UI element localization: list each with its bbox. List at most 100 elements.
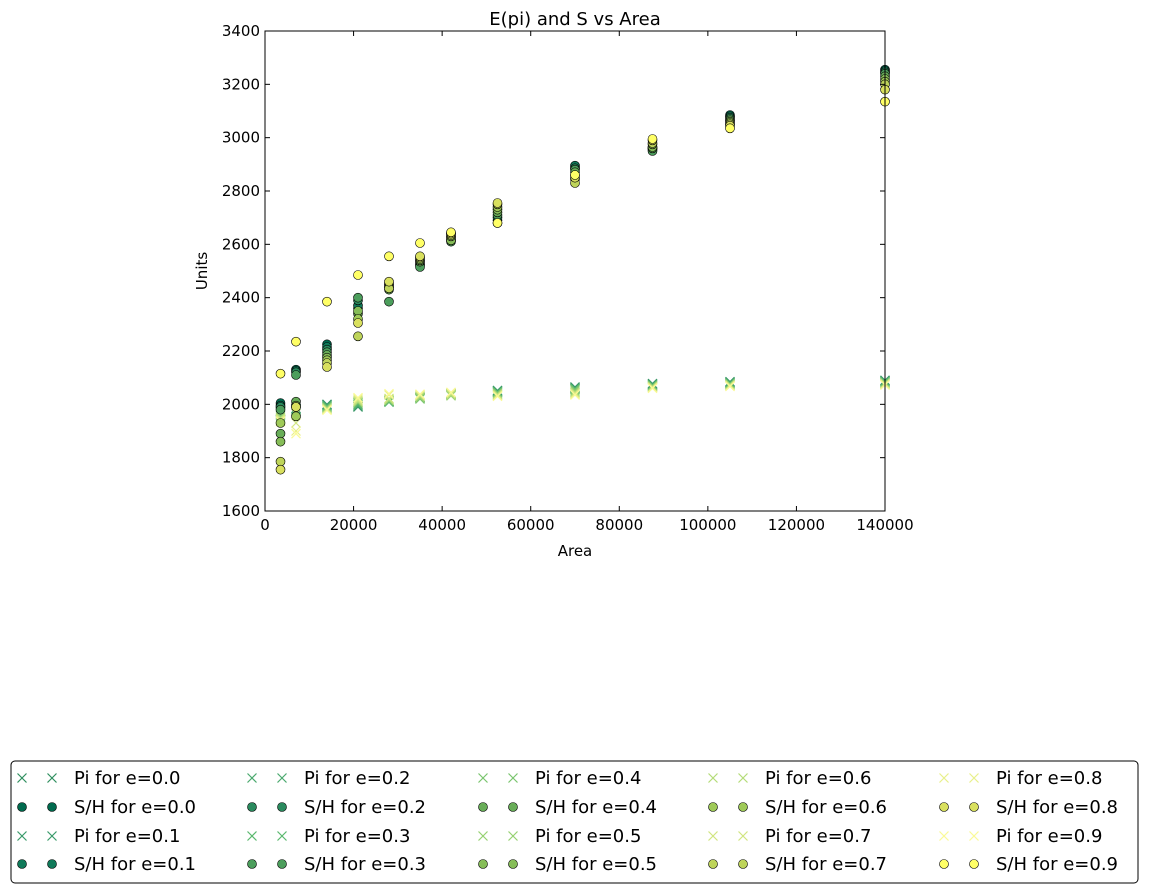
legend-marker-x — [939, 773, 949, 783]
series-5 — [275, 67, 890, 412]
legend-marker-x — [478, 773, 488, 783]
sh-data-point — [353, 306, 363, 316]
y-tick-label: 3200 — [222, 75, 260, 93]
y-tick-label: 2000 — [222, 395, 260, 413]
pi-data-point — [415, 394, 425, 404]
pi-data-point — [647, 383, 658, 394]
pi-data-point — [446, 387, 456, 398]
x-tick-label: 100000 — [679, 516, 736, 534]
legend-label: S/H for e=0.1 — [74, 854, 196, 875]
legend-label: Pi for e=0.1 — [74, 826, 180, 847]
legend-marker-o — [939, 802, 949, 812]
legend-marker-x — [277, 831, 287, 841]
x-tick-label: 0 — [260, 516, 270, 534]
sh-data-point — [275, 368, 286, 379]
legend-marker-o — [738, 802, 748, 812]
legend-item: Pi for e=0.8 — [939, 768, 1102, 789]
sh-data-point — [322, 362, 332, 372]
x-tick-label: 60000 — [507, 516, 555, 534]
legend-marker-x — [478, 831, 488, 841]
y-tick-label: 2200 — [222, 342, 260, 360]
legend-marker-x — [47, 773, 57, 783]
series-6 — [275, 377, 890, 420]
legend-item: S/H for e=0.9 — [939, 854, 1118, 875]
pi-data-point — [353, 395, 363, 406]
legend: Pi for e=0.0 S/H for e=0.0 Pi for e=0.1 S/H… — [10, 760, 1139, 884]
series-10 — [275, 378, 890, 423]
x-axis-label: Area — [558, 542, 593, 560]
legend-box — [10, 760, 1139, 884]
legend-marker-o — [247, 859, 257, 869]
legend-label: S/H for e=0.9 — [996, 854, 1118, 875]
legend-marker-x — [277, 773, 287, 783]
legend-label: S/H for e=0.4 — [535, 797, 657, 818]
legend-item: S/H for e=0.4 — [478, 797, 657, 818]
series-1 — [275, 64, 890, 408]
legend-item: S/H for e=0.3 — [247, 854, 426, 875]
legend-marker-o — [17, 859, 27, 869]
sh-data-point — [647, 134, 658, 144]
legend-marker-o — [478, 802, 488, 812]
legend-marker-x — [17, 773, 27, 783]
legend-item: S/H for e=0.6 — [708, 797, 887, 818]
series-11 — [275, 74, 890, 447]
sh-data-point — [384, 251, 394, 262]
y-axis-label: Units — [193, 252, 211, 291]
axis-ticks: 0 20000 40000 60000 80000 100000 120000 140000 1… — [222, 22, 914, 534]
series-19 — [275, 96, 890, 379]
legend-item: S/H for e=0.7 — [708, 854, 887, 875]
sh-data-point — [570, 170, 580, 180]
legend-label: S/H for e=0.8 — [996, 797, 1118, 818]
sh-data-point — [353, 331, 363, 342]
sh-data-point — [384, 276, 394, 287]
pi-data-point — [570, 386, 580, 396]
legend-marker-o — [708, 802, 718, 812]
sh-data-point — [291, 402, 301, 412]
pi-data-point — [725, 381, 735, 392]
legend-item: Pi for e=0.7 — [708, 826, 871, 847]
pi-data-point — [415, 389, 425, 400]
y-tick-label: 2800 — [222, 182, 260, 200]
legend-label: S/H for e=0.2 — [304, 797, 426, 818]
legend-marker-o — [47, 859, 57, 869]
sh-data-point — [415, 251, 425, 262]
legend-item: Pi for e=0.6 — [708, 768, 871, 789]
legend-marker-o — [478, 859, 488, 869]
y-tick-label: 3400 — [222, 22, 260, 40]
sh-data-point — [446, 227, 456, 238]
sh-data-point — [384, 296, 394, 307]
sh-data-point — [291, 411, 301, 422]
sh-data-point — [291, 370, 301, 380]
legend-item: Pi for e=0.1 — [17, 826, 180, 847]
legend-marker-x — [47, 831, 57, 841]
legend-label: S/H for e=0.0 — [74, 797, 196, 818]
sh-data-point — [322, 296, 332, 307]
series-18 — [275, 380, 890, 439]
legend-item: S/H for e=0.0 — [17, 797, 196, 818]
pi-data-point — [384, 388, 394, 399]
legend-item: S/H for e=0.2 — [247, 797, 426, 818]
legend-item: Pi for e=0.2 — [247, 768, 410, 789]
sh-data-point — [275, 436, 286, 447]
legend-label: Pi for e=0.6 — [765, 768, 871, 789]
legend-label: Pi for e=0.0 — [74, 768, 180, 789]
legend-marker-o — [738, 859, 748, 869]
plot-frame — [264, 30, 886, 512]
sh-data-point — [275, 464, 286, 475]
x-tick-label: 120000 — [768, 516, 825, 534]
pi-data-point — [353, 394, 363, 404]
legend-label: Pi for e=0.8 — [996, 768, 1102, 789]
sh-data-point — [353, 270, 363, 280]
legend-label: Pi for e=0.4 — [535, 768, 641, 789]
sh-data-point — [725, 123, 735, 134]
series-9 — [275, 71, 890, 439]
legend-label: S/H for e=0.6 — [765, 797, 887, 818]
pi-data-point — [446, 390, 456, 400]
x-tick-label: 40000 — [418, 516, 466, 534]
legend-marker-x — [708, 773, 718, 783]
y-tick-label: 1600 — [222, 502, 260, 520]
legend-label: S/H for e=0.3 — [304, 854, 426, 875]
legend-item: S/H for e=0.5 — [478, 854, 657, 875]
pi-data-point — [384, 393, 394, 404]
